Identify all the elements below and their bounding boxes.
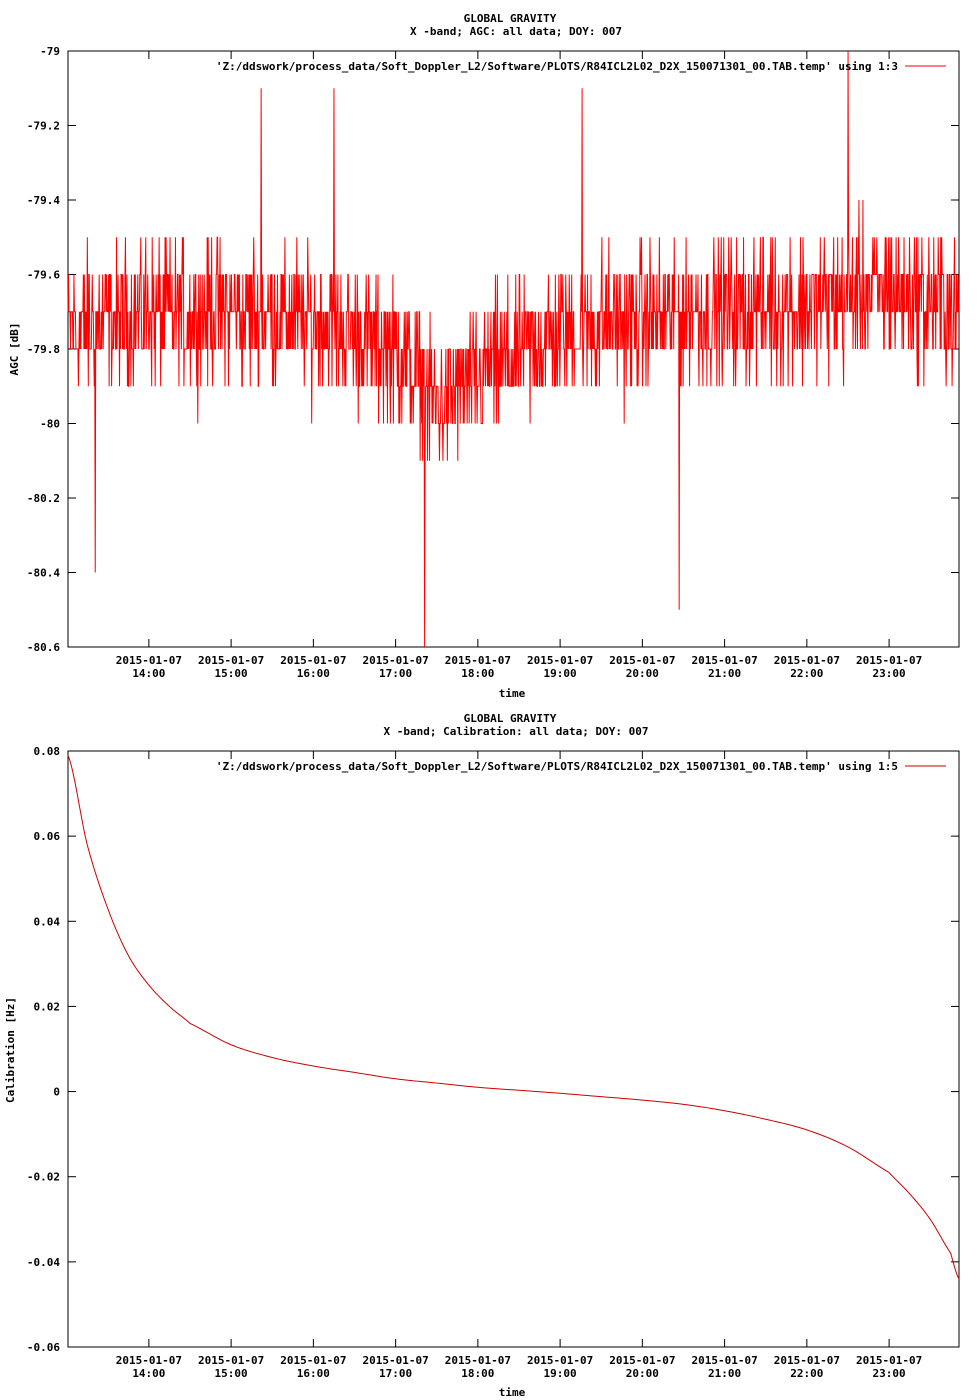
x-tick-time: 19:00 — [544, 1367, 577, 1380]
agc-chart: GLOBAL GRAVITY X -band; AGC: all data; D… — [8, 12, 960, 700]
x-tick-date: 2015-01-07 — [691, 654, 757, 667]
plot-frame — [67, 50, 960, 648]
y-tick-label: 0.08 — [34, 745, 61, 758]
x-tick-time: 22:00 — [790, 1367, 823, 1380]
x-axis-label: time — [499, 1386, 526, 1399]
x-tick-time: 20:00 — [626, 1367, 659, 1380]
x-tick-time: 14:00 — [132, 1367, 165, 1380]
y-tick-label: -0.04 — [27, 1256, 60, 1269]
x-ticks: 2015-01-0714:002015-01-0715:002015-01-07… — [116, 751, 922, 1380]
x-tick-date: 2015-01-07 — [609, 654, 675, 667]
chart-subtitle: X -band; Calibration: all data; DOY: 007 — [384, 725, 649, 738]
x-tick-time: 20:00 — [626, 667, 659, 680]
chart-title: GLOBAL GRAVITY — [464, 712, 557, 725]
x-tick-date: 2015-01-07 — [198, 654, 264, 667]
y-axis-label: Calibration [Hz] — [4, 997, 17, 1103]
x-tick-date: 2015-01-07 — [280, 654, 346, 667]
x-tick-time: 19:00 — [544, 667, 577, 680]
x-tick-date: 2015-01-07 — [774, 654, 840, 667]
x-tick-time: 17:00 — [379, 1367, 412, 1380]
y-tick-label: -79.8 — [27, 343, 60, 356]
calibration-line — [67, 755, 960, 1280]
x-tick-time: 15:00 — [215, 667, 248, 680]
y-tick-label: -0.06 — [27, 1341, 60, 1354]
x-tick-time: 16:00 — [297, 667, 330, 680]
x-tick-date: 2015-01-07 — [774, 1354, 840, 1367]
x-tick-date: 2015-01-07 — [198, 1354, 264, 1367]
x-tick-time: 17:00 — [379, 667, 412, 680]
calibration-series — [67, 755, 960, 1280]
y-tick-label: 0 — [53, 1086, 60, 1099]
y-ticks: 0.08 0.06 0.04 0.02 0 -0.02 -0.04 -0.06 — [27, 745, 959, 1354]
x-tick-time: 21:00 — [708, 667, 741, 680]
y-tick-label: -80.4 — [27, 567, 60, 580]
chart-subtitle: X -band; AGC: all data; DOY: 007 — [410, 25, 622, 38]
x-tick-time: 21:00 — [708, 1367, 741, 1380]
x-tick-date: 2015-01-07 — [116, 654, 182, 667]
x-tick-date: 2015-01-07 — [856, 1354, 922, 1367]
x-tick-time: 18:00 — [461, 1367, 494, 1380]
x-tick-date: 2015-01-07 — [362, 654, 428, 667]
agc-line — [67, 50, 959, 648]
agc-series — [67, 50, 959, 648]
x-tick-time: 23:00 — [873, 667, 906, 680]
x-tick-date: 2015-01-07 — [527, 654, 593, 667]
plot-frame — [67, 750, 960, 1348]
x-tick-time: 22:00 — [790, 667, 823, 680]
x-tick-date: 2015-01-07 — [445, 1354, 511, 1367]
x-tick-date: 2015-01-07 — [362, 1354, 428, 1367]
y-tick-label: -79 — [40, 45, 60, 58]
y-tick-label: -80.6 — [27, 641, 60, 654]
y-tick-label: 0.06 — [34, 830, 61, 843]
x-tick-date: 2015-01-07 — [691, 1354, 757, 1367]
x-tick-time: 14:00 — [132, 667, 165, 680]
y-tick-label: 0.02 — [34, 1000, 61, 1013]
x-tick-time: 18:00 — [461, 667, 494, 680]
x-tick-date: 2015-01-07 — [527, 1354, 593, 1367]
x-axis-label: time — [499, 687, 526, 700]
y-tick-label: -0.02 — [27, 1171, 60, 1184]
y-tick-label: -80 — [40, 418, 60, 431]
calibration-chart: GLOBAL GRAVITY X -band; Calibration: all… — [4, 712, 960, 1399]
legend-label: 'Z:/ddswork/process_data/Soft_Doppler_L2… — [216, 60, 898, 73]
y-tick-label: 0.04 — [34, 915, 61, 928]
legend-label: 'Z:/ddswork/process_data/Soft_Doppler_L2… — [216, 760, 898, 773]
y-tick-label: -79.4 — [27, 194, 60, 207]
x-tick-time: 15:00 — [215, 1367, 248, 1380]
y-tick-label: -80.2 — [27, 492, 60, 505]
x-tick-date: 2015-01-07 — [280, 1354, 346, 1367]
x-tick-date: 2015-01-07 — [856, 654, 922, 667]
x-tick-time: 23:00 — [873, 1367, 906, 1380]
x-tick-date: 2015-01-07 — [609, 1354, 675, 1367]
x-ticks: 2015-01-0714:002015-01-0715:002015-01-07… — [116, 51, 922, 680]
y-tick-label: -79.6 — [27, 269, 60, 282]
chart-title: GLOBAL GRAVITY — [464, 12, 557, 25]
y-tick-label: -79.2 — [27, 120, 60, 133]
x-tick-date: 2015-01-07 — [116, 1354, 182, 1367]
x-tick-date: 2015-01-07 — [445, 654, 511, 667]
x-tick-time: 16:00 — [297, 1367, 330, 1380]
y-axis-label: AGC [dB] — [8, 323, 21, 376]
